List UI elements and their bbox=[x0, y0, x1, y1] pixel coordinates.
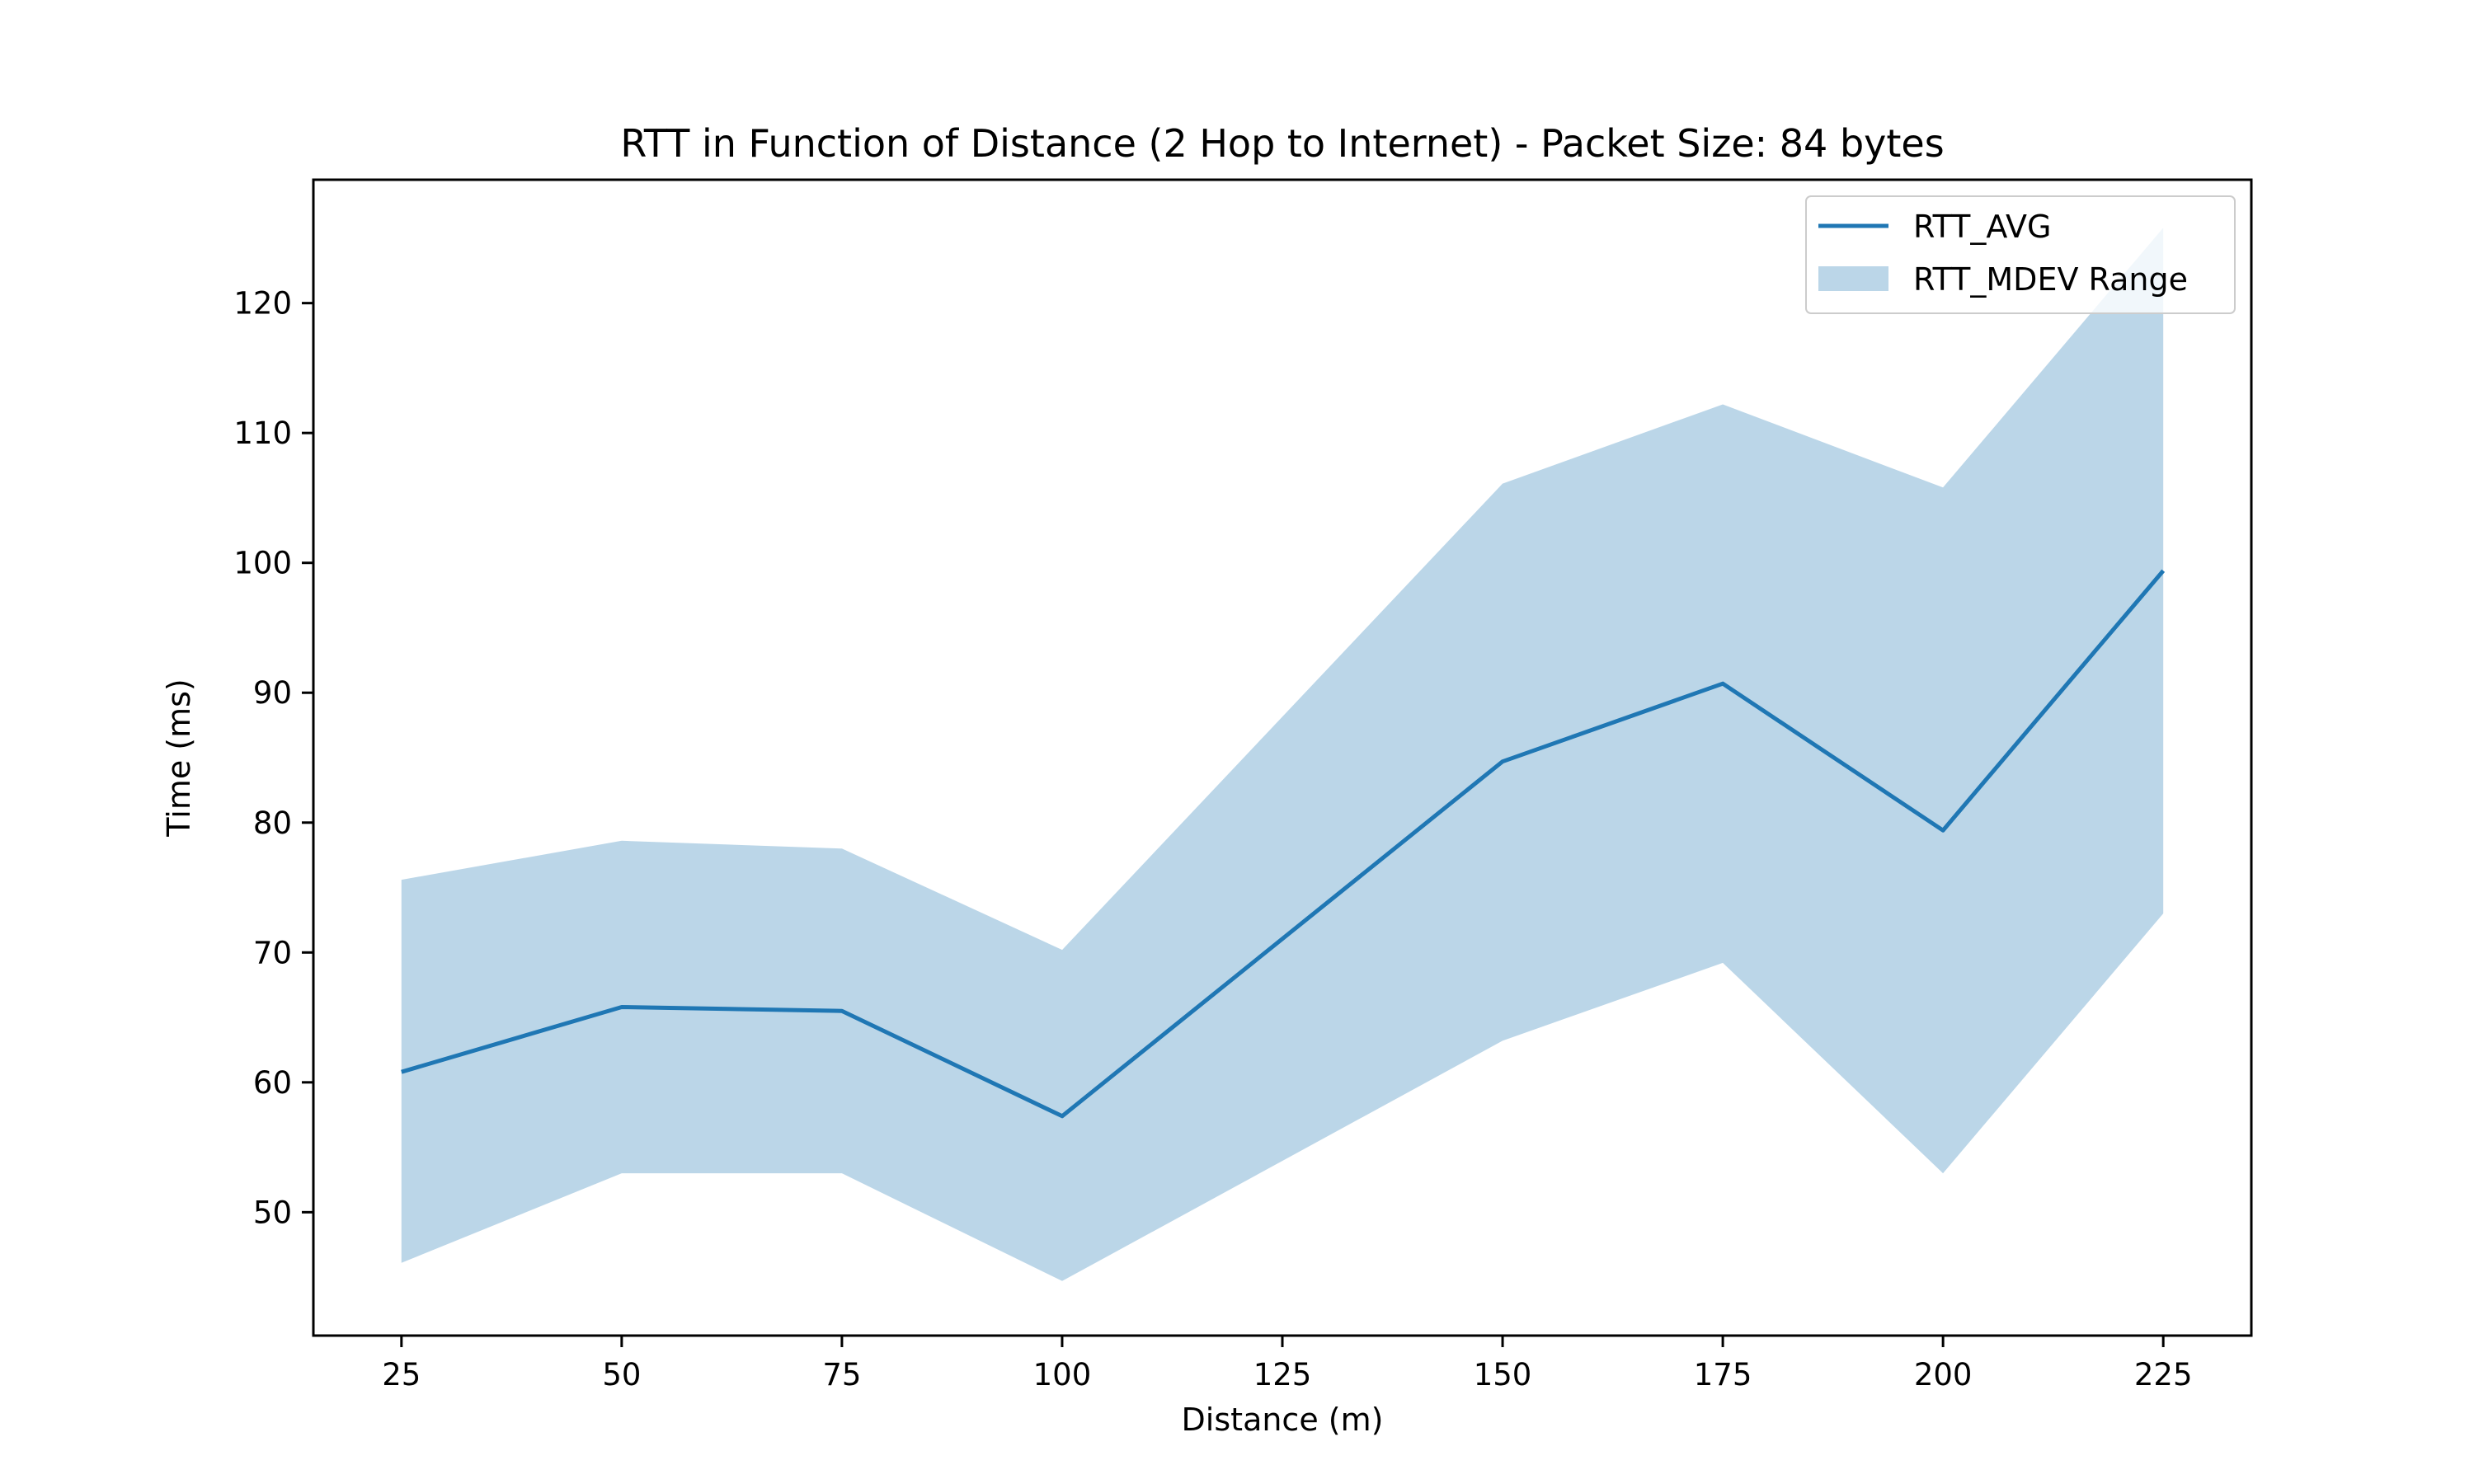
y-tick-label: 90 bbox=[253, 675, 292, 711]
rtt-mdev-range-band bbox=[401, 228, 2164, 1281]
x-tick-label: 150 bbox=[1474, 1357, 1532, 1392]
x-tick-label: 25 bbox=[382, 1357, 421, 1392]
line-layer bbox=[401, 569, 2166, 1119]
y-axis-label: Time (ms) bbox=[161, 679, 197, 838]
y-tick-label: 80 bbox=[253, 805, 292, 841]
x-tick-label: 200 bbox=[1914, 1357, 1973, 1392]
y-tick-label: 50 bbox=[253, 1195, 292, 1230]
x-tick-label: 125 bbox=[1253, 1357, 1312, 1392]
chart-title: RTT in Function of Distance (2 Hop to In… bbox=[620, 121, 1944, 166]
legend: RTT_AVG RTT_MDEV Range bbox=[1805, 195, 2236, 314]
band-layer bbox=[401, 228, 2164, 1281]
x-tick-label: 175 bbox=[1694, 1357, 1752, 1392]
y-tick-label: 70 bbox=[253, 935, 292, 970]
x-tick-label: 75 bbox=[822, 1357, 861, 1392]
x-tick-label: 100 bbox=[1033, 1357, 1092, 1392]
legend-band-swatch bbox=[1818, 266, 1888, 291]
legend-label-rtt-avg: RTT_AVG bbox=[1913, 209, 2051, 245]
y-ticks: 50 60 70 80 90 100 110 120 bbox=[233, 286, 313, 1230]
y-tick-label: 120 bbox=[233, 286, 292, 322]
x-tick-label: 225 bbox=[2134, 1357, 2193, 1392]
y-tick-label: 60 bbox=[253, 1065, 292, 1101]
y-tick-label: 100 bbox=[233, 546, 292, 581]
x-ticks: 25 50 75 100 125 150 175 200 225 bbox=[382, 1336, 2192, 1392]
legend-box bbox=[1805, 195, 2236, 314]
y-tick-label: 110 bbox=[233, 416, 292, 451]
x-tick-label: 50 bbox=[602, 1357, 641, 1392]
x-axis-label: Distance (m) bbox=[1182, 1402, 1384, 1438]
legend-label-rtt-mdev-range: RTT_MDEV Range bbox=[1913, 261, 2188, 298]
rtt-avg-line bbox=[401, 569, 2166, 1119]
